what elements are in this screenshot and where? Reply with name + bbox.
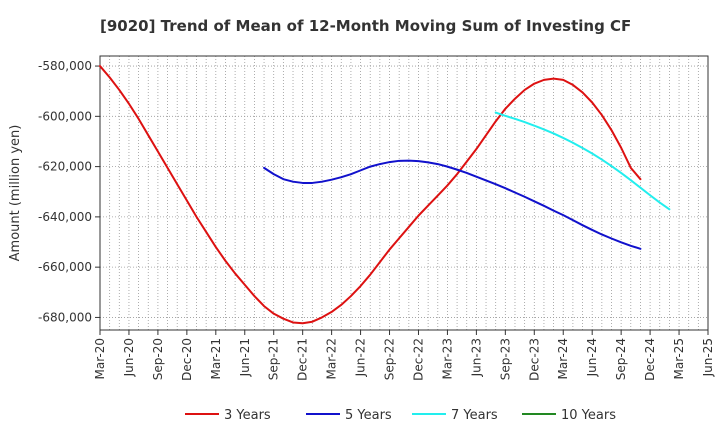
series-line-7-years bbox=[494, 111, 671, 211]
x-tick-label: Jun-22 bbox=[354, 338, 368, 377]
x-tick-label: Sep-21 bbox=[267, 338, 281, 380]
grid-lines bbox=[100, 56, 708, 330]
y-tick-label: -640,000 bbox=[38, 210, 92, 224]
x-tick-label: Sep-20 bbox=[151, 338, 165, 380]
legend-label: 7 Years bbox=[451, 408, 498, 423]
x-tick-label: Mar-23 bbox=[440, 338, 454, 379]
x-tick-label: Sep-22 bbox=[383, 338, 397, 380]
legend-label: 3 Years bbox=[224, 408, 271, 423]
series-line-3-years bbox=[99, 65, 642, 325]
x-tick-label: Jun-25 bbox=[701, 338, 715, 377]
x-tick-label: Jun-23 bbox=[469, 338, 483, 377]
x-tick-label: Mar-22 bbox=[325, 338, 339, 379]
x-tick-label: Mar-21 bbox=[209, 338, 223, 379]
x-tick-label: Jun-24 bbox=[585, 338, 599, 377]
legend-label: 5 Years bbox=[345, 408, 392, 423]
y-tick-label: -620,000 bbox=[38, 160, 92, 174]
plot-frame bbox=[99, 55, 709, 331]
chart-title: [9020] Trend of Mean of 12-Month Moving … bbox=[100, 17, 631, 35]
x-tick-label: Mar-25 bbox=[672, 338, 686, 379]
x-tick-label: Dec-22 bbox=[411, 338, 425, 381]
series-line-5-years bbox=[263, 159, 642, 250]
y-tick-label: -580,000 bbox=[38, 59, 92, 73]
x-tick-label: Sep-24 bbox=[614, 338, 628, 380]
y-tick-label: -600,000 bbox=[38, 109, 92, 123]
y-tick-label: -660,000 bbox=[38, 260, 92, 274]
y-axis-label: Amount (million yen) bbox=[8, 125, 23, 262]
x-tick-label: Dec-21 bbox=[296, 338, 310, 381]
x-axis-ticks: Mar-20 Jun-20 Sep-20 Dec-20 Mar-21 Jun-21 Sep-… bbox=[93, 330, 715, 381]
x-tick-label: Dec-23 bbox=[527, 338, 541, 381]
series-lines bbox=[99, 65, 671, 325]
legend: 3 Years 5 Years 7 Years 10 Years bbox=[185, 408, 616, 423]
x-tick-label: Jun-20 bbox=[122, 338, 136, 377]
x-tick-label: Dec-24 bbox=[643, 338, 657, 381]
y-axis-ticks: -580,000 -600,000 -620,000 -640,000 -660,000… bbox=[38, 59, 100, 324]
x-tick-label: Mar-24 bbox=[556, 338, 570, 379]
x-tick-label: Jun-21 bbox=[238, 338, 252, 377]
legend-label: 10 Years bbox=[561, 408, 616, 423]
x-tick-label: Sep-23 bbox=[498, 338, 512, 380]
y-tick-label: -680,000 bbox=[38, 310, 92, 324]
x-tick-label: Mar-20 bbox=[93, 338, 107, 379]
x-tick-label: Dec-20 bbox=[180, 338, 194, 381]
